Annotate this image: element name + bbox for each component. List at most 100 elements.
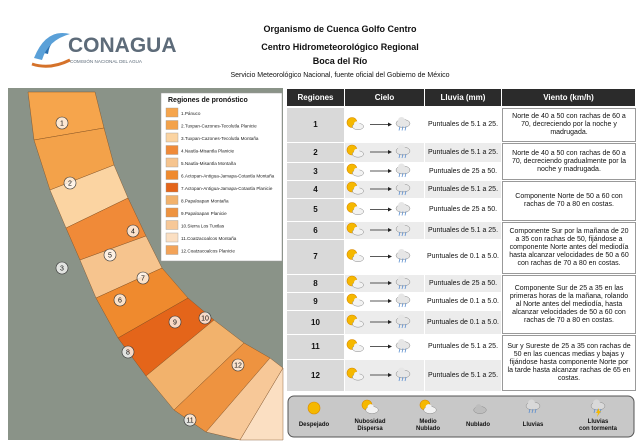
rain-cell: Puntuales de 0.1 a 5.0. [425, 240, 501, 274]
region-label: 8 [126, 350, 130, 357]
wind-cell: Componente Norte de 50 a 60 con rachas d… [502, 181, 636, 221]
sky-cell [345, 311, 424, 334]
region-marker [103, 248, 117, 262]
legend-swatch [165, 195, 179, 205]
subtitle: Centro Hidrometeorológico Regional [261, 42, 419, 52]
legend-swatch [165, 145, 179, 155]
region-label: 1 [60, 121, 64, 128]
sky-cell [345, 108, 424, 142]
legend-swatch [165, 157, 179, 168]
rain-cell: Puntuales de 5.1 a 25. [425, 181, 501, 198]
rain-cell: Puntuales de 25 a 50. [425, 163, 501, 180]
region-marker [55, 261, 69, 275]
legend-label: 9.Papaloapan Planicie [181, 211, 227, 216]
region-label: 7 [141, 276, 145, 283]
region-cell: 7 [287, 240, 344, 274]
region-marker [198, 311, 212, 325]
title: Organismo de Cuenca Golfo Centro [263, 24, 417, 34]
rain-cell: Puntuales de 5.1 a 25. [425, 222, 501, 239]
source: Servicio Meteorológico Nacional, fuente … [230, 72, 450, 79]
rain-cell: Puntuales de 0.1 a 5.0. [425, 293, 501, 310]
rain-cell: Puntuales de 0.1 a 5.0. [425, 311, 501, 334]
legend-label: 6.Actopan-Antigua-Jamapa-Cotaxtla Montañ… [181, 174, 275, 179]
sky-cell [345, 240, 424, 274]
region-cell: 10 [287, 311, 344, 334]
sky-cell [345, 143, 424, 162]
sky-cell [345, 199, 424, 221]
sky-cell [345, 360, 424, 391]
region-marker [168, 315, 182, 329]
legend-swatch [165, 120, 179, 130]
region-cell: 8 [287, 275, 344, 292]
legend-label: 2.Tuxpan-Cazones-Tecolutla Planicie [181, 124, 257, 129]
region-label: 4 [131, 229, 135, 236]
logo-subtitle: COMISIÓN NACIONAL DEL AGUA [70, 58, 143, 64]
logo: CONAGUA [68, 34, 177, 57]
region-label: 9 [173, 320, 177, 327]
legend-label: 4.Nautla-Misantla Planicie [181, 149, 235, 154]
table-header: Cielo [345, 89, 424, 106]
wind-cell: Sur y Sureste de 25 a 35 con rachas de 5… [502, 335, 636, 391]
sky-cell [345, 335, 424, 359]
legend-label: 12.Coatzacoalcos Planicie [181, 249, 235, 254]
wind-cell: Norte de 40 a 50 con rachas de 60 a 70, … [502, 108, 636, 142]
rain-cell: Puntuales de 5.1 a 25. [425, 335, 501, 359]
legend-label: 7.Actopan-Antigua-Jamapa-Cotaxtla Planic… [181, 186, 273, 191]
region-label: 5 [108, 253, 112, 260]
region-marker [126, 224, 140, 238]
sky-cell [345, 222, 424, 239]
rain-cell: Puntuales de 5.1 a 25. [425, 108, 501, 142]
legend-swatch [165, 207, 179, 218]
rain-cell: Puntuales de 5.1 a 25. [425, 143, 501, 162]
table-header: Regiones [287, 89, 344, 106]
region-marker [63, 176, 77, 190]
sky-cell [345, 163, 424, 180]
sky-legend-box [287, 395, 635, 438]
wind-cell: Norte de 40 a 50 con rachas de 60 a 70, … [502, 143, 636, 180]
legend-swatch [165, 182, 179, 193]
region-cell: 9 [287, 293, 344, 310]
legend-swatch [165, 170, 179, 180]
region-marker [231, 358, 245, 372]
region-marker [136, 271, 150, 285]
region-cell: 12 [287, 360, 344, 391]
map-region [239, 367, 284, 441]
legend-swatch [165, 107, 179, 118]
rain-cell: Puntuales de 5.1 a 25. [425, 360, 501, 391]
region-label: 11 [186, 418, 193, 425]
region-cell: 2 [287, 143, 344, 162]
legend-label: 1.Pánuco [181, 111, 201, 116]
legend-label: 11.Coatzacoalcos Montaña [181, 236, 237, 241]
location: Boca del Río [312, 56, 368, 66]
region-label: 2 [68, 181, 72, 188]
legend-label: 5.Nautla-Misantla Montaña [181, 161, 236, 166]
region-cell: 3 [287, 163, 344, 180]
legend-swatch [165, 245, 179, 255]
region-cell: 11 [287, 335, 344, 359]
legend-swatch [165, 132, 179, 143]
region-marker [121, 345, 135, 359]
sky-cell [345, 275, 424, 292]
legend-swatch [165, 220, 179, 230]
region-marker [55, 116, 69, 130]
region-cell: 5 [287, 199, 344, 221]
legend-swatch [165, 232, 179, 243]
table-header: Viento (km/h) [502, 89, 635, 106]
rain-cell: Puntuales de 25 a 50. [425, 275, 501, 292]
region-cell: 1 [287, 108, 344, 142]
map-legend-box [160, 92, 283, 262]
legend-label: 3.Tuxpan-Cazones-Tecolutla Montaña [181, 136, 259, 141]
logo-icon [31, 33, 71, 68]
region-label: 10 [201, 316, 209, 323]
table-header: Lluvia (mm) [425, 89, 501, 106]
region-cell: 4 [287, 181, 344, 198]
region-cell: 6 [287, 222, 344, 239]
sky-cell [345, 181, 424, 198]
rain-cell: Puntuales de 25 a 50. [425, 199, 501, 221]
region-label: 12 [234, 363, 242, 370]
region-marker [113, 293, 127, 307]
